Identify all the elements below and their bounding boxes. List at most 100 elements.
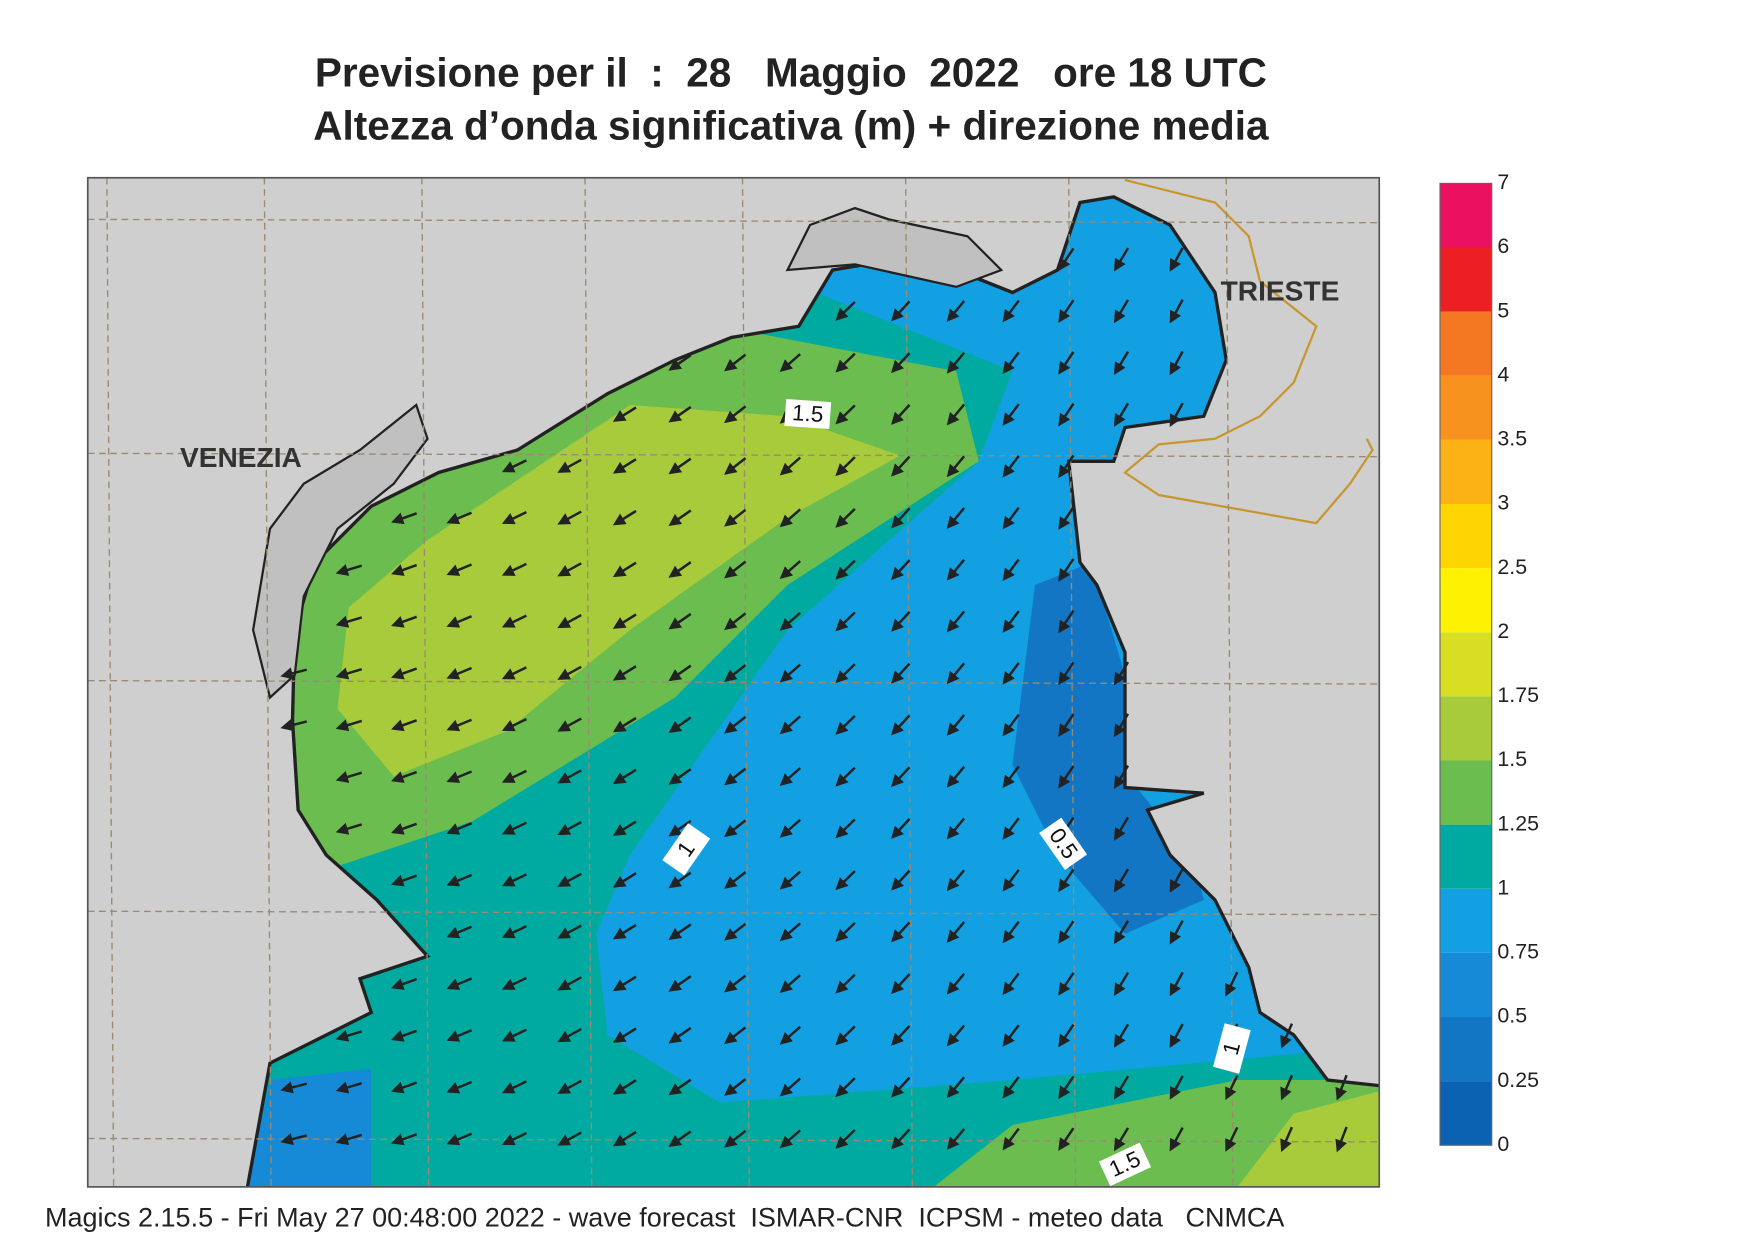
arrow <box>1280 1074 1294 1101</box>
arrow <box>835 404 856 425</box>
arrow <box>501 873 527 887</box>
colorbar-bin <box>1440 375 1492 440</box>
arrow <box>835 973 856 994</box>
arrow <box>835 300 856 321</box>
arrow <box>891 714 911 736</box>
arrow <box>612 406 637 422</box>
parallel <box>87 218 1380 224</box>
arrow <box>1113 765 1130 789</box>
contour-label-bg <box>1098 1142 1152 1187</box>
arrow <box>1113 1023 1130 1048</box>
arrow <box>779 870 802 890</box>
arrow <box>668 1026 692 1044</box>
arrow <box>1225 1126 1239 1152</box>
arrow <box>779 1025 802 1045</box>
arrow <box>946 351 966 374</box>
zone-150 <box>337 405 1380 1187</box>
lagoon <box>251 206 1004 700</box>
arrow <box>335 1133 363 1146</box>
arrow <box>335 667 363 680</box>
arrow <box>724 664 747 682</box>
arrow <box>946 1024 966 1047</box>
arrow <box>1058 299 1075 323</box>
arrow <box>1335 1074 1348 1101</box>
arrow <box>779 353 802 373</box>
arrow <box>1002 713 1020 737</box>
arrow <box>391 1081 418 1094</box>
arrow <box>557 976 582 991</box>
colorbar-bin <box>1440 183 1492 248</box>
arrow <box>446 770 473 783</box>
wave-direction-arrows <box>280 247 1348 1153</box>
arrow <box>779 456 802 476</box>
arrow <box>391 770 418 783</box>
arrow <box>946 455 966 478</box>
arrow <box>280 1133 308 1146</box>
arrow <box>724 974 747 993</box>
arrow <box>1002 765 1020 789</box>
arrow <box>501 1080 527 1094</box>
contour-label-group: 1 <box>1213 1023 1251 1074</box>
arrow <box>391 822 418 835</box>
arrow <box>612 975 637 992</box>
arrow <box>668 1130 692 1147</box>
arrow <box>501 769 527 783</box>
contour-label-group: 1.5 <box>784 398 832 430</box>
arrow <box>1058 661 1075 686</box>
arrow <box>891 352 911 374</box>
arrow <box>557 613 582 629</box>
arrow <box>724 1026 747 1045</box>
arrow <box>612 1027 637 1043</box>
arrow <box>1113 972 1130 996</box>
colorbar-label: 1.25 <box>1497 811 1539 835</box>
colorbar-bin <box>1440 824 1492 889</box>
arrow <box>724 871 747 889</box>
arrow <box>835 766 856 787</box>
arrow <box>1058 868 1075 893</box>
arrow <box>391 563 418 576</box>
arrow <box>612 768 637 785</box>
arrow <box>724 457 747 475</box>
arrow <box>946 921 966 943</box>
contour-label-bg <box>662 823 711 876</box>
arrow <box>446 822 473 835</box>
subtitle: Altezza d’onda significativa (m) + direz… <box>313 103 1269 149</box>
arrow <box>1002 506 1020 530</box>
arrow <box>557 665 582 680</box>
colorbar-label: 0.75 <box>1497 940 1539 964</box>
arrow <box>612 1130 637 1147</box>
arrow <box>1113 920 1130 945</box>
arrow <box>1169 299 1184 324</box>
arrow <box>779 611 802 631</box>
colorbar-label: 4 <box>1497 362 1509 386</box>
arrow <box>835 1077 856 1098</box>
arrow <box>1002 558 1020 582</box>
arrow <box>391 977 418 990</box>
colorbar-label: 0.25 <box>1497 1068 1539 1092</box>
arrow <box>891 662 911 684</box>
arrow <box>1058 1024 1075 1048</box>
arrow <box>391 1029 418 1042</box>
arrow <box>557 1131 582 1146</box>
arrow <box>557 510 582 525</box>
arrow <box>835 921 856 942</box>
arrow <box>835 559 856 580</box>
arrow <box>779 663 802 683</box>
colorbar-label: 5 <box>1497 298 1509 322</box>
arrow <box>1113 661 1130 686</box>
arrow <box>1002 869 1020 892</box>
arrow <box>335 822 363 835</box>
arrow <box>335 1081 363 1094</box>
arrow <box>668 1078 692 1096</box>
arrow <box>724 612 747 631</box>
arrow <box>1169 868 1184 893</box>
arrow <box>1335 1126 1348 1153</box>
arrow <box>501 666 527 680</box>
arrow <box>446 873 473 887</box>
colorbar-label: 3 <box>1497 491 1509 515</box>
colorbar-bin <box>1440 632 1492 697</box>
colorbar-bin <box>1440 311 1492 376</box>
arrow <box>1058 765 1075 789</box>
arrow <box>1058 920 1075 944</box>
arrow <box>891 507 911 529</box>
